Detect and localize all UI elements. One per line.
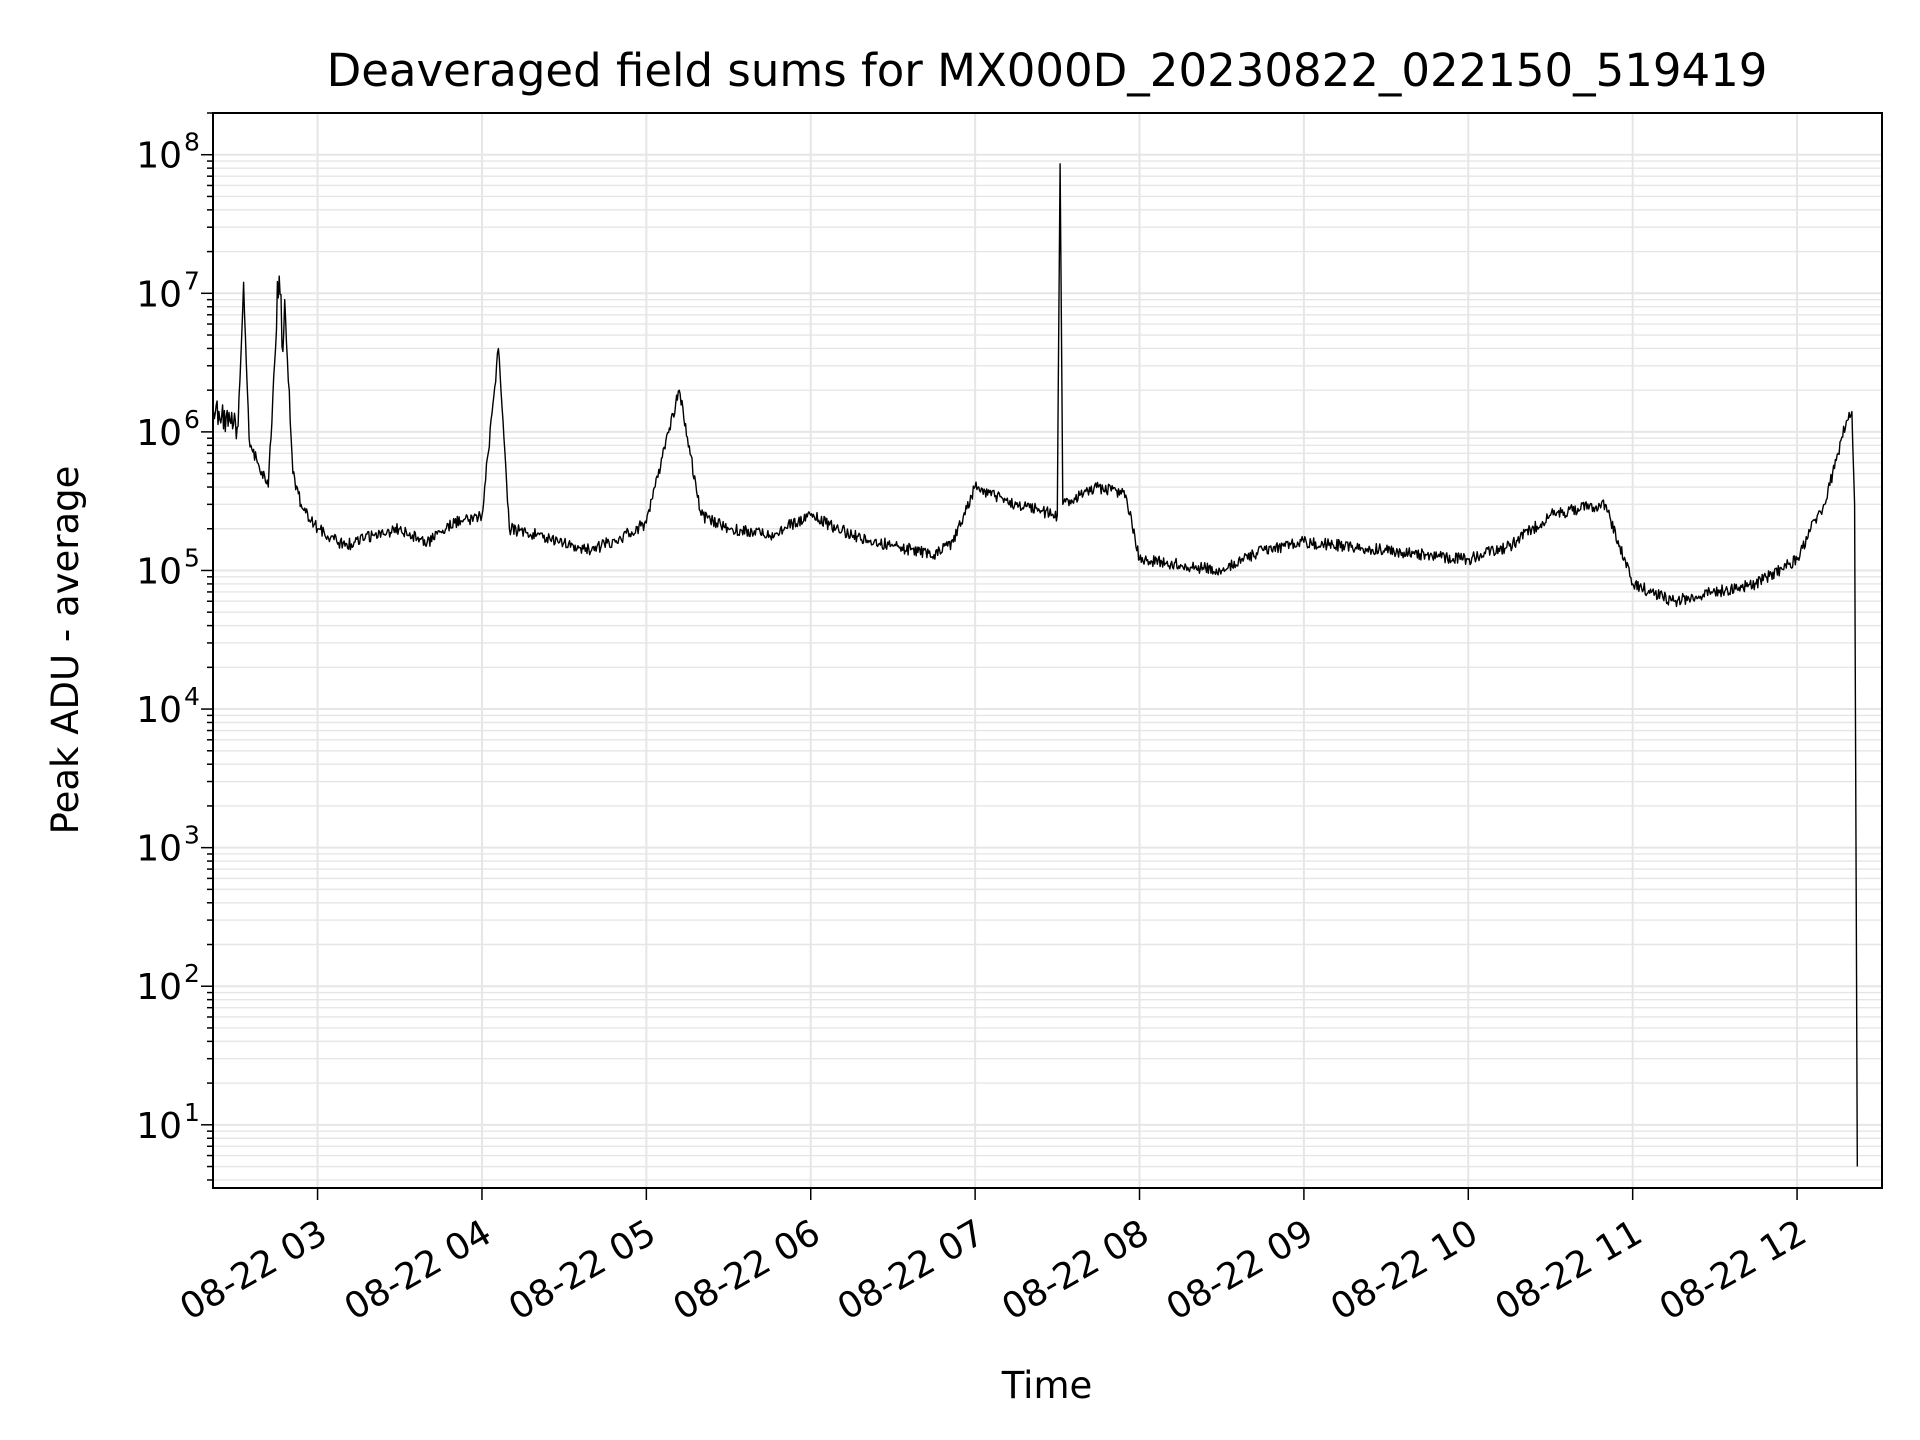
y-tick-label: 10 [136, 1106, 182, 1147]
y-tick-exponent: 3 [184, 821, 200, 850]
y-tick-exponent: 4 [184, 682, 200, 711]
y-tick-label: 10 [136, 690, 182, 731]
y-tick-label: 10 [136, 413, 182, 454]
plot-frame [212, 112, 1883, 1189]
y-tick-exponent: 6 [184, 405, 200, 434]
y-axis-label: Peak ADU - average [44, 466, 87, 835]
x-axis-label: Time [1001, 1364, 1093, 1407]
y-tick-exponent: 2 [184, 959, 200, 988]
y-tick-label: 10 [136, 967, 182, 1008]
y-tick-label: 10 [136, 274, 182, 315]
grid-lines [213, 112, 1882, 1188]
y-tick-exponent: 8 [184, 128, 200, 157]
y-tick-label: 10 [136, 136, 182, 177]
y-tick-exponent: 7 [184, 266, 200, 295]
chart-title: Deaveraged field sums for MX000D_2023082… [327, 44, 1768, 97]
y-tick-label: 10 [136, 551, 182, 592]
y-tick-exponent: 1 [184, 1098, 200, 1127]
y-tick-exponent: 5 [184, 543, 200, 572]
series-line [213, 163, 1858, 1167]
y-tick-label: 10 [136, 829, 182, 870]
